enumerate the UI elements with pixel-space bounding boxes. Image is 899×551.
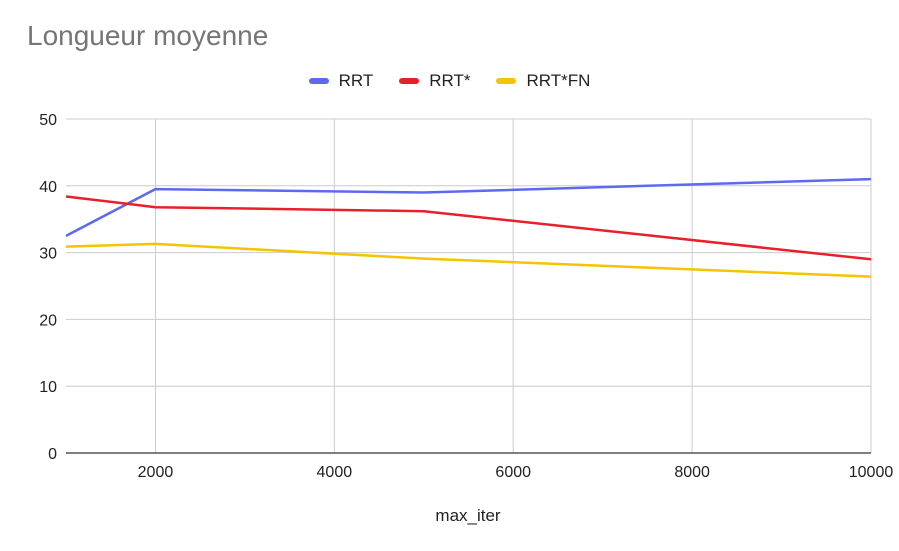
y-tick-label: 20 [39,312,57,329]
legend-item: RRT [308,71,374,91]
series-lines [65,177,872,278]
x-tick-label: 6000 [495,464,531,481]
legend: RRT RRT* RRT*FN [0,71,899,91]
grid-lines [66,118,872,453]
x-tick-label: 8000 [674,464,710,481]
legend-item: RRT*FN [496,71,590,91]
legend-item: RRT* [399,71,470,91]
chart-title: Longueur moyenne [27,20,269,51]
legend-label: RRT* [429,71,471,90]
y-tick-label: 40 [39,179,57,196]
y-tick-label: 50 [39,112,57,129]
x-axis-label: max_iter [435,506,501,525]
series-line-rrt- [65,195,872,261]
tick-labels: 0 10 20 30 40 50 2000 4000 6000 8000 10000 [39,112,893,481]
legend-swatch [308,78,329,84]
y-tick-label: 30 [39,246,57,263]
x-tick-label: 4000 [317,464,353,481]
y-tick-label: 0 [48,446,57,463]
x-tick-label: 10000 [849,464,894,481]
series-line-rrt [65,177,872,238]
legend-label: RRT [338,71,374,90]
y-tick-label: 10 [39,379,57,396]
x-tick-label: 2000 [138,464,174,481]
series-line-rrt-fn [65,242,872,278]
legend-label: RRT*FN [526,71,591,90]
legend-swatch [399,78,420,84]
legend-swatch [496,78,517,84]
